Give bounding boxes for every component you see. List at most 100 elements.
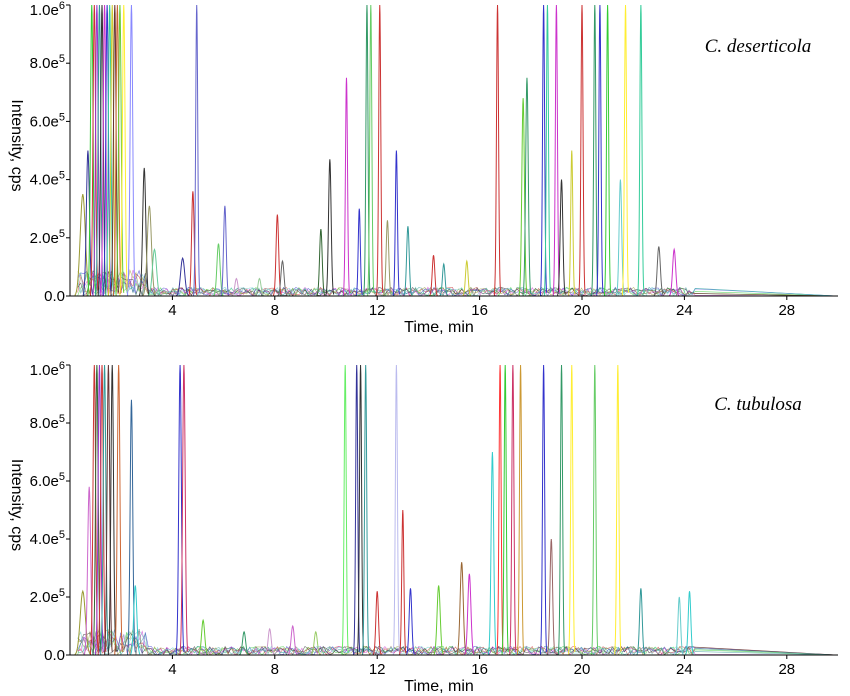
baseline-trace [77,629,838,655]
chromatogram-peak [433,585,444,655]
chromatogram-peak [104,365,113,655]
y-tick-label: 2.0e5 [30,587,65,606]
chromatogram-peak [596,5,604,296]
chromatogram-peak [674,596,684,655]
x-tick-label: 20 [574,302,591,319]
y-tick-label: 8.0e5 [30,53,65,72]
chromatogram-peak [614,365,622,655]
chromatogram-peak [568,365,576,655]
species-title: C. deserticola [705,36,812,57]
x-tick-label: 8 [271,302,279,319]
x-tick-label: 24 [676,302,693,319]
chromatogram-peak [403,226,413,296]
baseline-trace [77,270,838,296]
x-tick-label: 28 [778,661,795,678]
y-tick-label: 4.0e5 [30,529,65,548]
chromatogram-peak [557,179,566,296]
chromatogram-peak [362,365,370,655]
chromatogram-peak [74,194,91,296]
chromatogram-peak [604,5,612,296]
y-tick-label: 6.0e5 [30,471,65,490]
chromatogram-peak [220,205,230,296]
chromatogram-peak [367,5,375,296]
chromatogram-peak [100,365,109,655]
x-tick-label: 16 [471,302,488,319]
x-tick-label: 28 [778,302,795,319]
chromatogram-peak [264,627,275,655]
chromatogram-peak [176,256,190,296]
y-tick-label: 0.0 [44,647,65,664]
chromatogram-peak [383,220,392,296]
chromatogram-peak [179,365,189,655]
x-axis-title: Time, min [404,319,474,336]
chromatogram-peak [636,588,646,655]
chromatogram-peak [127,5,136,296]
chromatogram-peak [669,247,680,296]
chromatogram-peak [287,624,298,655]
chromatogram-peak [277,259,288,296]
chromatogram-peak [310,630,321,655]
x-tick-label: 4 [168,302,176,319]
chromatogram-peak [130,585,141,655]
chromatogram-peak [114,365,123,655]
chromatogram-peak [501,365,509,655]
chromatogram-peak [488,451,497,655]
x-tick-label: 4 [168,661,176,678]
baseline-trace [77,629,838,655]
chromatogram-peak [546,538,556,655]
chromatogram-peak [198,618,209,655]
chromatogram-peak [591,5,599,296]
chromatogram-peak [509,365,517,655]
chromatogram-peak [552,5,560,296]
x-tick-label: 16 [471,661,488,678]
y-tick-label: 6.0e5 [30,111,65,130]
chromatogram-peak [637,5,645,296]
chromatogram-peak [518,98,528,296]
chromatogram-peak [685,591,694,655]
chromatogram-peak [376,5,384,296]
x-axis-title: Time, min [404,678,474,695]
chromatogram-peak [231,277,242,296]
y-tick-label: 4.0e5 [30,170,65,189]
chromatogram-peak [127,399,136,655]
chromatogram-peak [516,365,525,655]
traces-group [74,365,838,655]
chromatogram-peak [254,277,265,296]
chromatogram-peak [392,150,400,296]
chromatogram-peak [464,573,475,655]
x-tick-label: 20 [574,661,591,678]
chromatogram-peak [557,365,566,655]
chromatogram-peak [84,486,95,655]
chromatogram-peak [188,191,198,296]
chromatogram-peak [107,365,117,655]
y-axis-title: Intensity, cps [8,99,25,191]
chromatogram-peak [325,159,335,296]
chromatogram-peak [540,365,548,655]
chromatogram-peak [456,562,467,655]
baseline-trace [77,628,838,655]
baseline-trace [77,269,838,296]
chromatogram-peak [238,630,249,655]
chromatogram-peak [543,5,552,296]
chromatogram-peak [591,365,599,655]
chromatogram-peak [399,509,407,655]
x-tick-label: 8 [271,661,279,678]
y-tick-label: 0.0 [44,288,65,305]
chromatogram-peak [621,5,630,296]
chromatogram-peak [355,208,363,296]
chromatogram-peak [213,243,224,296]
chromatogram-peak [193,5,201,296]
chromatogram-peak [372,591,382,655]
chromatogram-peak [429,255,438,296]
x-tick-label: 24 [676,661,693,678]
chromatogram-peak [316,228,326,296]
x-tick-label: 12 [369,302,386,319]
chromatogram-peak [356,365,365,655]
chromatogram-peak [113,5,122,296]
y-tick-label: 2.0e5 [30,228,65,247]
species-title: C. tubulosa [714,394,802,415]
chromatogram-peak [406,588,415,655]
chromatogram-peak [462,259,472,296]
y-tick-label: 1.0e6 [30,0,65,19]
